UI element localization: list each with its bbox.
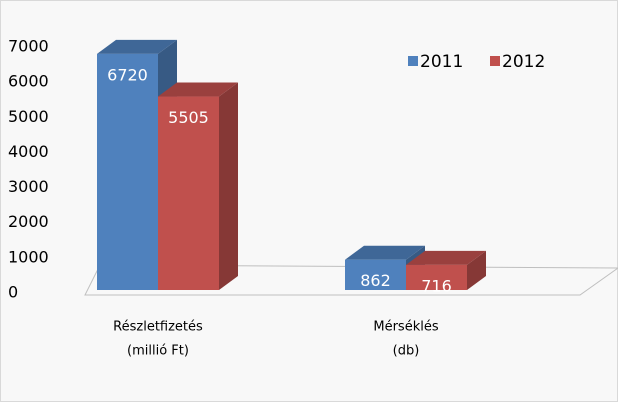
y-tick-label: 2000	[8, 212, 49, 231]
bar	[158, 96, 219, 290]
legend-swatch	[408, 56, 418, 66]
bar-top	[158, 82, 238, 97]
bar	[406, 264, 467, 290]
bar-top	[97, 39, 177, 54]
y-tick-label: 4000	[8, 142, 49, 161]
y-tick-label: 5000	[8, 107, 49, 126]
bar-top	[345, 245, 425, 260]
bar	[345, 259, 406, 290]
y-tick-label: 1000	[8, 247, 49, 266]
bar-side	[467, 250, 486, 290]
y-tick-label: 7000	[8, 37, 49, 56]
y-tick-label: 3000	[8, 177, 49, 196]
x-tick-label: (db)	[393, 344, 420, 359]
y-tick-label: 6000	[8, 72, 49, 91]
data-label: 6720	[107, 65, 148, 84]
legend-swatch	[490, 56, 500, 66]
bar-top	[406, 250, 486, 265]
data-label: 716	[421, 276, 452, 295]
legend-label: 2011	[420, 52, 463, 72]
bar	[97, 53, 158, 291]
x-tick-label: Részletfizetés	[113, 320, 203, 335]
floor	[84, 264, 618, 296]
x-tick-label: Mérséklés	[373, 320, 438, 335]
y-tick-label: 0	[8, 283, 18, 302]
data-label: 5505	[168, 108, 209, 127]
bar-side	[219, 82, 238, 290]
legend-label: 2012	[502, 52, 545, 72]
data-label: 862	[360, 271, 391, 290]
x-tick-label: (millió Ft)	[127, 344, 189, 359]
